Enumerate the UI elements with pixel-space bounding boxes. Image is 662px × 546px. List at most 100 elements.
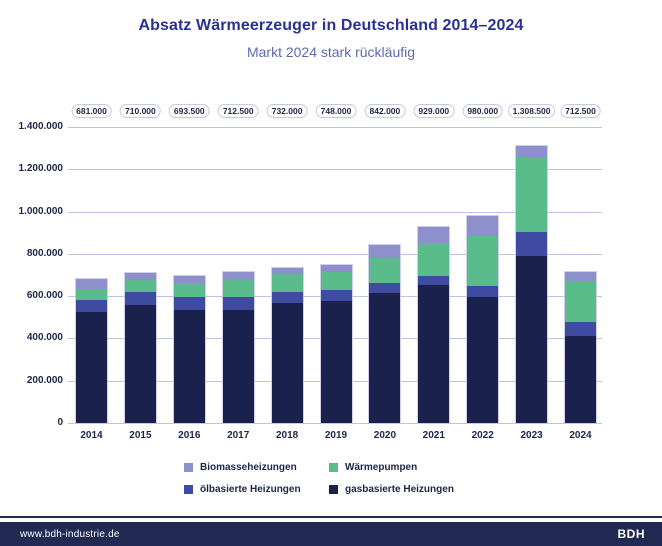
x-axis-tick-label: 2023 [520,430,543,441]
bar-segment [124,305,156,423]
total-badge: 712.500 [560,104,601,118]
bar-segment [271,268,303,275]
gridline [68,423,602,424]
x-axis-tick-label: 2014 [80,430,103,441]
total-badge: 710.000 [120,104,161,118]
bar-2018 [271,268,303,423]
legend-label: gasbasierte Heizungen [345,483,454,495]
bar-segment [222,296,254,310]
bar-segment [76,279,107,289]
bar-segment [124,279,156,292]
total-badge: 842.000 [364,104,406,118]
bar-segment [320,290,352,302]
y-axis-tick-label: 200.000 [26,374,63,386]
bar-segment [76,312,107,423]
bar-segment [222,280,254,297]
gridline [68,253,602,255]
bar-2016 [173,276,205,423]
bar-2023 [516,146,548,423]
y-axis-tick-label: 800.000 [26,247,63,259]
total-badge: 712.500 [217,104,259,118]
bar-segment [222,309,254,423]
legend-item-oelbasierte-heizungen: ölbasierte Heizungen [184,483,301,495]
bar-segment [271,291,303,304]
bar-segment [271,303,303,423]
bar-2022 [467,215,499,423]
bar-2015 [124,272,156,423]
total-badge: 732.000 [266,104,308,118]
bar-segment [320,264,352,273]
bar-segment [565,272,596,281]
x-axis-tick-label: 2019 [324,430,348,441]
page-subtitle: Markt 2024 stark rückläufig [246,44,416,60]
bar-segment [369,283,401,293]
oil-swatch-icon [184,484,193,494]
bar-segment [516,146,548,157]
bar-2024 [565,272,596,423]
x-axis-tick-label: 2022 [471,430,494,441]
legend-label: Biomasseheizungen [200,461,297,473]
bar-segment [173,310,205,423]
legend-item-biomasseheizungen: Biomasseheizungen [184,461,297,473]
footer-website-url: www.bdh-industrie.de [20,528,120,540]
x-axis-tick-label: 2020 [373,430,397,441]
bar-segment [467,296,499,423]
bar-segment [369,258,401,284]
total-badge: 980.000 [462,104,504,118]
bar-segment [173,296,205,311]
total-badge: 681.000 [71,104,112,118]
bar-segment [565,335,596,423]
total-badge: 929.000 [413,104,455,118]
bar-segment [369,245,401,259]
bar-segment [124,272,156,280]
legend-item-gasbasierte-heizungen: gasbasierte Heizungen [329,483,454,495]
legend-item-waermepumpen: Wärmepumpen [329,461,417,473]
bar-segment [467,285,499,297]
total-badge: 1.308.500 [507,104,556,118]
bar-segment [76,288,107,301]
legend-label: Wärmepumpen [345,461,418,473]
y-axis-tick-label: 1.000.000 [18,205,64,217]
bar-segment [418,226,450,244]
bar-2019 [320,264,352,423]
heatpump-swatch-icon [329,462,338,472]
bar-segment [418,275,450,285]
bdh-logo: BDH [617,527,645,541]
footer-divider [0,516,662,518]
y-axis-tick-label: 1.200.000 [18,163,64,175]
bar-segment [271,274,303,292]
x-axis-tick-label: 2021 [422,430,445,441]
bar-segment [320,301,352,423]
x-axis-tick-label: 2018 [275,430,299,441]
bar-2014 [76,279,107,423]
x-axis-tick-label: 2024 [569,430,592,441]
footer: www.bdh-industrie.de BDH [0,522,662,546]
bar-segment [565,321,596,336]
y-axis-tick-label: 1.400.000 [18,121,64,132]
gridline [68,169,602,171]
bar-segment [467,215,499,237]
biomass-swatch-icon [184,462,193,472]
y-axis-tick-label: 400.000 [26,332,63,344]
bar-segment [418,243,450,276]
bar-segment [467,236,499,286]
bar-2021 [418,226,450,423]
bar-segment [76,300,107,313]
bar-segment [222,272,254,281]
bar-segment [173,282,205,297]
x-axis-tick-label: 2015 [129,430,152,441]
bar-segment [418,284,450,423]
y-axis-tick-label: 0 [57,417,63,428]
bar-segment [369,292,401,423]
gridline [68,211,602,213]
bar-segment [516,255,548,423]
bar-2017 [222,272,254,423]
y-axis-tick-label: 600.000 [26,290,63,302]
x-axis-tick-label: 2016 [178,430,201,441]
gas-swatch-icon [329,484,338,494]
total-badge: 693.500 [168,104,210,118]
total-badge: 748.000 [315,104,357,118]
bar-segment [320,272,352,291]
x-axis-tick-label: 2017 [227,430,250,441]
bar-segment [124,291,156,306]
